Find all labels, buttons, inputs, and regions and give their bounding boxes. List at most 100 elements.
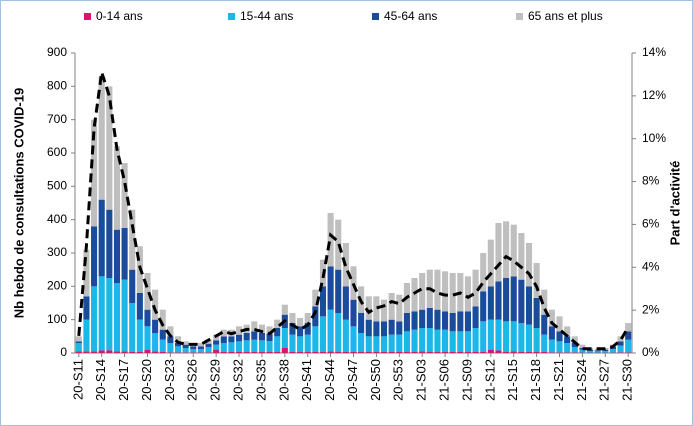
bar-segment: [548, 339, 555, 353]
bar-segment: [403, 313, 410, 332]
bar-segment: [121, 279, 128, 352]
bar-segment: [380, 321, 388, 337]
y2-tick-label: 12%: [642, 88, 666, 102]
bar-segment: [426, 328, 433, 352]
x-tick-label: 20-S26: [185, 359, 200, 401]
bar-segment: [472, 306, 479, 328]
bar-segment: [503, 321, 510, 352]
bar-segment: [197, 352, 204, 353]
x-tick-label: 20-S11: [70, 359, 85, 400]
bar-segment: [174, 352, 182, 353]
bar-segment: [373, 296, 380, 322]
bar-segment: [251, 352, 258, 353]
bar-segment: [297, 326, 304, 337]
bar-segment: [113, 229, 121, 283]
y-tick-label: 100: [47, 312, 67, 326]
bar-segment: [579, 344, 586, 348]
bar-segment: [426, 352, 433, 353]
bar-segment: [426, 308, 433, 328]
bar-segment: [350, 299, 357, 327]
bar-segment: [594, 351, 601, 353]
bar-segment: [266, 341, 273, 352]
bar-segment: [518, 323, 525, 352]
bar-segment: [289, 352, 296, 353]
x-tick-label: 21-S09: [459, 359, 474, 401]
bar-segment: [396, 334, 403, 352]
x-tick-label: 20-S44: [322, 359, 337, 401]
bar-segment: [388, 334, 395, 352]
bar-segment: [75, 336, 82, 342]
bar-segment: [358, 333, 365, 352]
bar-segment: [83, 319, 90, 352]
bar-segment: [541, 289, 548, 315]
bar-segment: [434, 329, 441, 352]
line: [77, 71, 630, 351]
bar-segment: [365, 352, 372, 353]
bar-segment: [495, 350, 502, 353]
bar-segment: [350, 326, 357, 352]
bar-segment: [464, 311, 472, 332]
bar-segment: [335, 313, 342, 352]
bar-segment: [609, 349, 616, 353]
y-tick-label: 0: [60, 345, 67, 359]
bar-segment: [159, 329, 166, 340]
y-tick-label: 900: [47, 45, 67, 59]
bar-segment: [174, 346, 182, 353]
bar-segment: [350, 266, 357, 300]
x-tick-label: 20-S20: [139, 359, 154, 401]
bar-segment: [197, 343, 204, 347]
bar-segment: [541, 352, 548, 353]
bar-segment: [434, 352, 441, 353]
bar-segment: [289, 323, 296, 335]
x-tick-label: 21-S30: [620, 359, 635, 401]
bar-segment: [98, 276, 105, 351]
legend-label: 45-64 ans: [384, 9, 437, 23]
bar-segment: [472, 269, 479, 307]
bar-segment: [373, 321, 380, 337]
bar-segment: [312, 289, 319, 307]
x-tick-label: 20-S32: [230, 359, 245, 401]
bar-segment: [449, 331, 456, 352]
bar-segment: [190, 349, 197, 353]
bar-segment: [327, 266, 334, 310]
bar-segment: [579, 348, 586, 350]
bar-segment: [335, 269, 342, 313]
bar-segment: [365, 319, 372, 337]
bar-segment: [136, 293, 143, 320]
bar-segment: [129, 303, 136, 352]
bar-segment: [533, 263, 540, 298]
bar-segment: [167, 352, 174, 353]
x-tick-label: 20-S38: [276, 359, 291, 401]
bar-segment: [174, 343, 182, 347]
bar-segment: [487, 349, 494, 353]
bar-segment: [518, 352, 525, 353]
bar-segment: [617, 352, 624, 353]
y-tick-label: 600: [47, 145, 67, 159]
y-tick-label: 700: [47, 112, 67, 126]
bar-segment: [159, 309, 166, 330]
bar-segment: [396, 352, 403, 353]
bar-segment: [327, 309, 334, 352]
x-tick-label: 21-S15: [505, 359, 520, 401]
legend-label: 0-14 ans: [96, 9, 143, 23]
bar-segment: [258, 324, 265, 333]
bar-segment: [388, 319, 395, 335]
bar-segment: [533, 298, 540, 328]
bar-segment: [83, 296, 90, 320]
bar-segment: [98, 350, 105, 353]
bar-segment: [297, 318, 304, 327]
bar-segment: [411, 352, 418, 353]
bar-segment: [274, 336, 281, 352]
bar-segment: [281, 304, 288, 315]
bar-segment: [556, 316, 563, 332]
bar-segment: [388, 293, 395, 320]
bar-segment: [319, 286, 327, 317]
bar-segment: [235, 334, 243, 342]
x-tick-label: 20-S50: [368, 359, 383, 401]
bar-segment: [365, 296, 372, 320]
bar-segment: [91, 286, 98, 352]
bar-segment: [464, 276, 472, 312]
bar-segment: [525, 243, 533, 287]
y2-tick-label: 2%: [642, 302, 660, 316]
bar-segment: [625, 331, 632, 340]
